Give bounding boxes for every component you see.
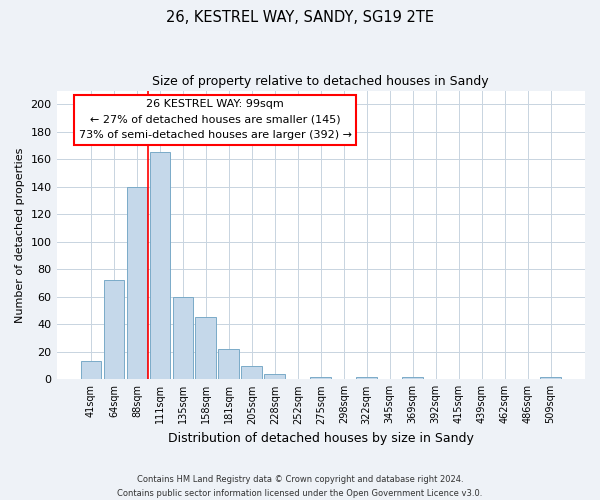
- Bar: [104, 280, 124, 380]
- Text: 26 KESTREL WAY: 99sqm
← 27% of detached houses are smaller (145)
73% of semi-det: 26 KESTREL WAY: 99sqm ← 27% of detached …: [79, 99, 352, 140]
- Y-axis label: Number of detached properties: Number of detached properties: [15, 147, 25, 322]
- Bar: [127, 187, 147, 380]
- Bar: [218, 349, 239, 380]
- X-axis label: Distribution of detached houses by size in Sandy: Distribution of detached houses by size …: [168, 432, 474, 445]
- Bar: [80, 362, 101, 380]
- Bar: [356, 376, 377, 380]
- Bar: [265, 374, 285, 380]
- Bar: [149, 152, 170, 380]
- Text: Contains HM Land Registry data © Crown copyright and database right 2024.
Contai: Contains HM Land Registry data © Crown c…: [118, 476, 482, 498]
- Bar: [196, 318, 216, 380]
- Bar: [403, 376, 423, 380]
- Bar: [173, 297, 193, 380]
- Bar: [241, 366, 262, 380]
- Bar: [540, 376, 561, 380]
- Bar: [310, 376, 331, 380]
- Text: 26, KESTREL WAY, SANDY, SG19 2TE: 26, KESTREL WAY, SANDY, SG19 2TE: [166, 10, 434, 25]
- Title: Size of property relative to detached houses in Sandy: Size of property relative to detached ho…: [152, 75, 489, 88]
